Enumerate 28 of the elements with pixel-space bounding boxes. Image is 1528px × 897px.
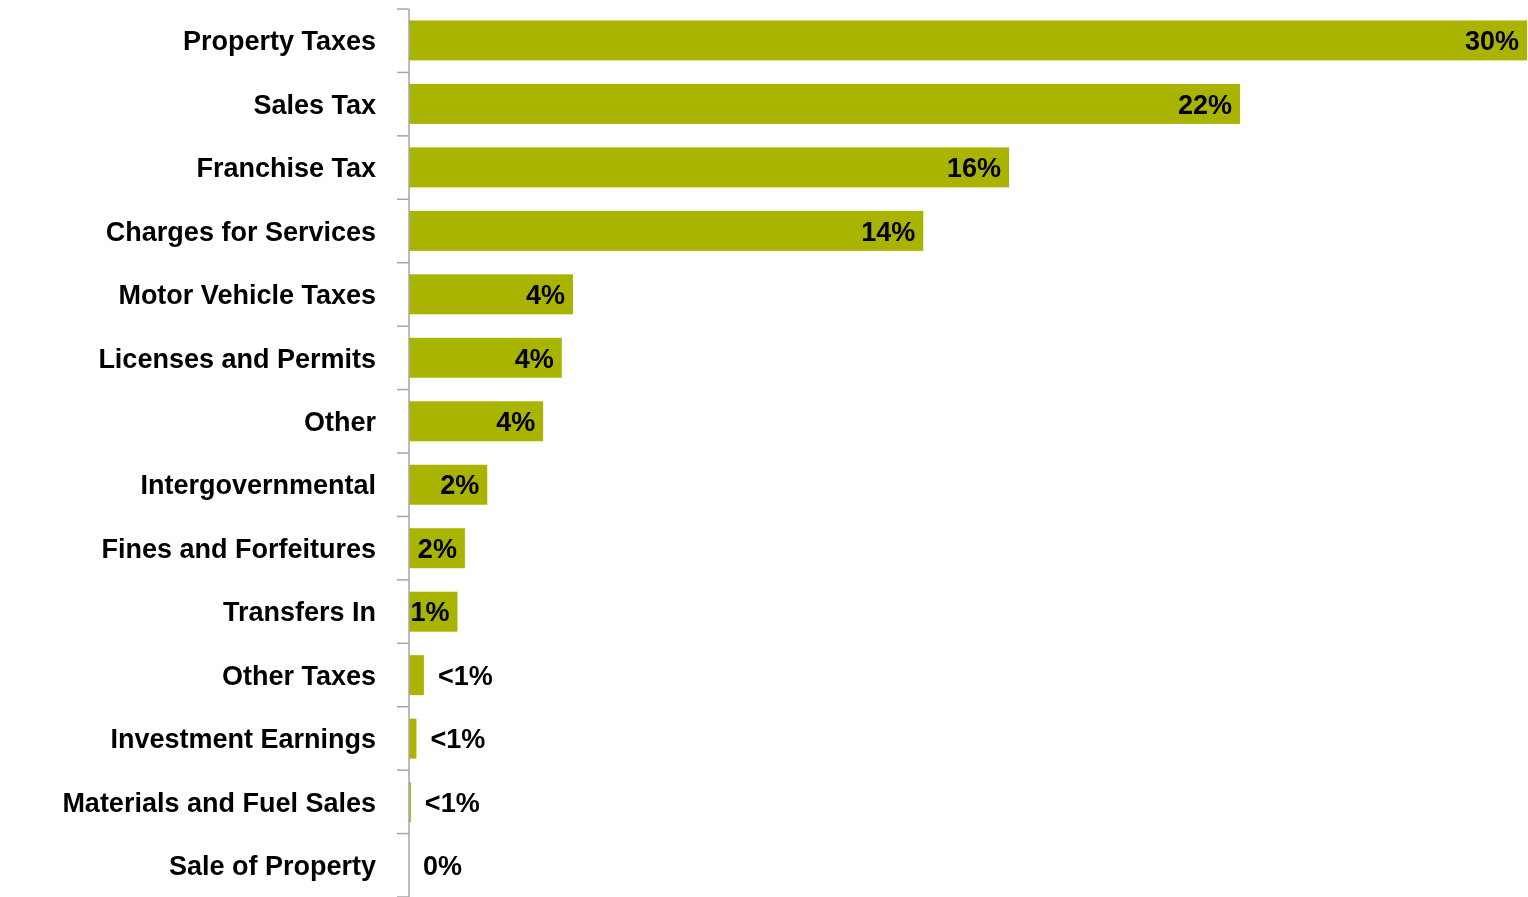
data-label: 4% <box>514 343 554 374</box>
y-tick-label: Sale of Property <box>168 851 376 882</box>
y-tick-label: Motor Vehicle Taxes <box>118 280 376 311</box>
data-label: 2% <box>440 470 480 501</box>
y-tick-label: Other Taxes <box>221 660 376 691</box>
y-tick-label: Charges for Services <box>105 216 376 247</box>
y-tick-label: Licenses and Permits <box>98 343 376 374</box>
data-label: 1% <box>410 597 450 628</box>
data-label: <1% <box>437 660 493 691</box>
y-tick-label: Sales Tax <box>253 89 376 120</box>
y-tick-label: Intergovernmental <box>140 470 376 501</box>
data-label: 0% <box>423 851 463 882</box>
y-tick-label: Materials and Fuel Sales <box>62 787 376 818</box>
data-label: <1% <box>424 787 480 818</box>
y-tick-label: Investment Earnings <box>110 724 376 755</box>
y-tick-label: Other <box>303 406 377 437</box>
y-tick-label: Franchise Tax <box>196 153 376 184</box>
y-tick-label: Fines and Forfeitures <box>101 533 376 564</box>
data-label: 30% <box>1464 26 1519 57</box>
data-label: <1% <box>430 724 486 755</box>
data-label: 2% <box>417 533 457 564</box>
y-tick-label: Property Taxes <box>182 26 376 57</box>
data-label: 4% <box>525 280 565 311</box>
y-tick-label: Transfers In <box>222 597 376 628</box>
data-label: 16% <box>946 153 1001 184</box>
data-label: 22% <box>1178 89 1233 120</box>
data-label: 14% <box>861 216 916 247</box>
data-label: 4% <box>496 406 536 437</box>
